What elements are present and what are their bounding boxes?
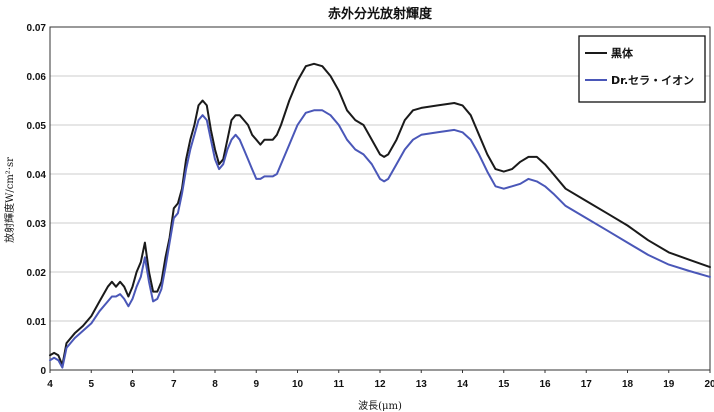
x-tick-label: 17 [581, 379, 593, 390]
x-tick-label: 8 [212, 379, 218, 390]
y-axis-label: 放射輝度W/cm²·sr [3, 157, 16, 243]
y-axis-ticks: 0 0.01 0.02 0.03 0.04 0.05 0.06 0.07 [27, 23, 47, 377]
y-tick-label: 0.06 [27, 72, 47, 83]
x-tick-label: 14 [457, 379, 469, 390]
y-tick-label: 0 [40, 366, 46, 377]
x-tick-label: 9 [253, 379, 259, 390]
x-tick-label: 4 [47, 379, 53, 390]
y-tick-label: 0.04 [27, 170, 47, 181]
series-line-0 [49, 62, 711, 367]
x-axis-label: 波長(μm) [358, 399, 402, 412]
chart-title: 赤外分光放射輝度 [328, 6, 433, 22]
y-tick-label: 0.01 [27, 317, 47, 328]
x-axis-ticks: 4 5 6 7 8 9 10 11 12 13 14 15 16 17 18 19 20 [47, 370, 714, 390]
y-tick-label: 0.07 [27, 23, 47, 34]
x-tick-label: 6 [130, 379, 136, 390]
series-line-1 [49, 109, 711, 369]
x-tick-label: 16 [539, 379, 551, 390]
x-tick-label: 5 [88, 379, 94, 390]
x-tick-label: 19 [663, 379, 675, 390]
legend-label-blackbody: 黒体 [611, 46, 634, 60]
x-tick-label: 15 [498, 379, 510, 390]
legend-label-dr-cera-ion: Dr.セラ・イオン [611, 74, 694, 87]
x-tick-label: 11 [333, 379, 344, 390]
x-tick-label: 18 [622, 379, 634, 390]
x-tick-label: 20 [704, 379, 714, 390]
grid [50, 26, 710, 371]
x-tick-label: 12 [374, 379, 386, 390]
x-tick-label: 7 [171, 379, 177, 390]
legend-box [578, 35, 706, 103]
x-tick-label: 10 [292, 379, 304, 390]
y-tick-label: 0.03 [27, 219, 47, 230]
legend: 黒体 Dr.セラ・イオン [578, 35, 706, 103]
y-tick-label: 0.05 [27, 121, 47, 132]
y-tick-label: 0.02 [27, 268, 47, 279]
x-tick-label: 13 [416, 379, 428, 390]
series-lines [49, 62, 711, 369]
